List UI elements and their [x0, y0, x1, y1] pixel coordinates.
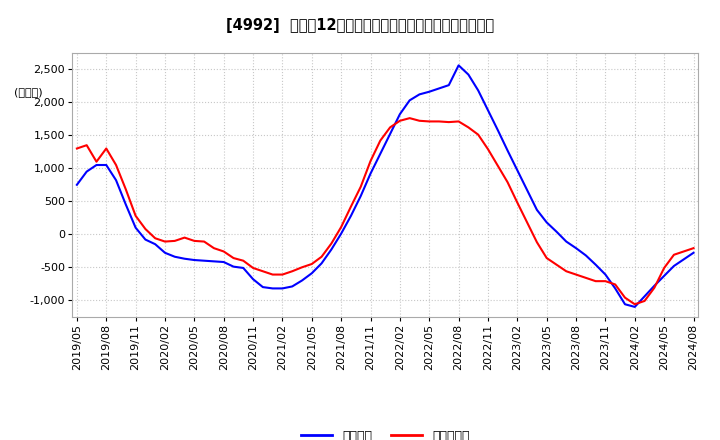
- 経常利益: [631, 304, 639, 310]
- 当期純利益: [425, 119, 433, 124]
- 当期純利益: [327, 241, 336, 246]
- 経常利益: [454, 62, 463, 68]
- 当期純利益: [151, 235, 160, 241]
- Y-axis label: (百万円): (百万円): [14, 88, 42, 97]
- Text: [4992]  利益だ12か月移動合計の対前年同期増減額の推移: [4992] 利益だ12か月移動合計の対前年同期増減額の推移: [226, 18, 494, 33]
- Line: 経常利益: 経常利益: [77, 65, 693, 307]
- 当期純利益: [484, 147, 492, 152]
- 当期純利益: [474, 132, 482, 137]
- 当期純利益: [631, 302, 639, 307]
- 経常利益: [415, 92, 424, 97]
- 経常利益: [689, 250, 698, 255]
- 経常利益: [327, 247, 336, 252]
- Line: 当期純利益: 当期純利益: [77, 118, 693, 304]
- 当期純利益: [73, 146, 81, 151]
- 経常利益: [73, 182, 81, 187]
- 当期純利益: [405, 115, 414, 121]
- 経常利益: [484, 107, 492, 113]
- 経常利益: [376, 151, 384, 156]
- 経常利益: [151, 242, 160, 247]
- 当期純利益: [376, 138, 384, 143]
- 経常利益: [474, 88, 482, 93]
- Legend: 経常利益, 当期純利益: 経常利益, 当期純利益: [296, 425, 474, 440]
- 当期純利益: [689, 246, 698, 251]
